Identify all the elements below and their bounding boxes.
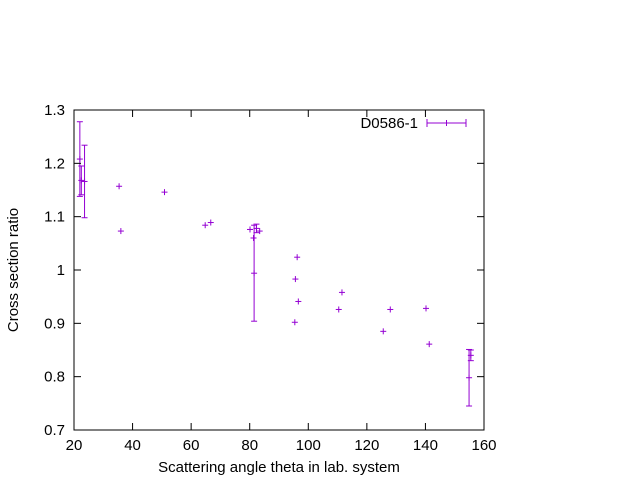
data-point	[467, 349, 474, 362]
data-point	[387, 306, 394, 313]
x-tick-label: 160	[471, 437, 496, 454]
data-point	[161, 189, 168, 196]
data-point	[117, 228, 124, 235]
x-tick-label: 80	[241, 437, 258, 454]
x-tick-label: 60	[183, 437, 200, 454]
y-tick-label: 1.1	[44, 209, 65, 226]
y-tick-label: 0.8	[44, 369, 65, 386]
data-point	[466, 348, 473, 407]
data-point	[116, 183, 123, 190]
data-point	[251, 224, 258, 322]
data-point	[291, 319, 298, 326]
plot-frame	[73, 109, 485, 431]
x-tick-label: 40	[124, 437, 141, 454]
x-tick-label: 120	[354, 437, 379, 454]
y-tick-label: 0.7	[44, 422, 65, 439]
data-point	[250, 235, 257, 241]
x-tick-label: 20	[66, 437, 83, 454]
legend-label: D0586-1	[360, 115, 418, 132]
data-layer	[76, 121, 474, 407]
x-tick-label: 100	[296, 437, 321, 454]
data-point	[253, 223, 260, 234]
x-tick-label: 140	[413, 437, 438, 454]
data-point	[76, 121, 83, 197]
data-point	[294, 254, 301, 261]
data-point	[335, 306, 342, 313]
y-tick-label: 1.2	[44, 155, 65, 172]
data-point	[247, 226, 254, 233]
axis-ticks: 20 40 60 80 100 120 140 160 0.7 0.8 0.9 1 1.1 1.2 1.3	[44, 102, 496, 454]
y-axis-label: Cross section ratio	[5, 208, 22, 332]
data-point	[256, 228, 263, 235]
x-axis-label: Scattering angle theta in lab. system	[158, 459, 400, 476]
data-point	[426, 341, 433, 348]
data-point	[202, 222, 209, 229]
legend-sample	[426, 119, 467, 127]
data-point	[81, 144, 88, 219]
legend: D0586-1	[360, 115, 467, 132]
data-point	[380, 328, 387, 335]
data-point	[78, 165, 85, 196]
data-point	[295, 298, 302, 305]
y-tick-label: 0.9	[44, 315, 65, 332]
y-tick-label: 1.3	[44, 102, 65, 119]
data-point	[338, 289, 345, 296]
data-point	[292, 276, 299, 283]
y-tick-label: 1	[57, 262, 65, 279]
data-point	[207, 219, 214, 226]
data-point	[423, 305, 430, 312]
